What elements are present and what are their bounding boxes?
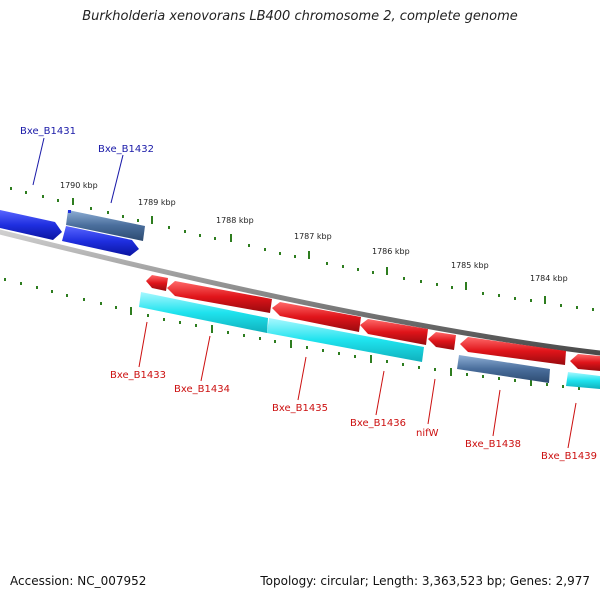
chromosome-backbone [0, 229, 600, 356]
ruler-label-1790: 1790 kbp [60, 181, 98, 190]
label-nifw: nifW [416, 428, 439, 439]
ruler-label-1788: 1788 kbp [216, 216, 254, 225]
gene-bxe-b1431[interactable] [0, 210, 62, 240]
label-bxe-b1432: Bxe_B1432 [98, 144, 154, 155]
label-bxe-b1438: Bxe_B1438 [465, 439, 521, 450]
label-bxe-b1435: Bxe_B1435 [272, 403, 328, 414]
gene-bxe-b1432[interactable] [62, 226, 139, 256]
gene-bxe-b1435[interactable] [272, 302, 361, 332]
gene-nifw[interactable] [428, 332, 456, 350]
label-leaders [32, 137, 577, 449]
ruler-labels: 1790 kbp 1789 kbp 1788 kbp 1787 kbp 1786… [60, 181, 568, 283]
forward-features [0, 210, 145, 256]
gene-bxe-b1434[interactable] [167, 281, 272, 313]
ruler-label-1786: 1786 kbp [372, 247, 410, 256]
cds-bxe-b1439[interactable] [566, 372, 600, 389]
label-bxe-b1439: Bxe_B1439 [541, 451, 597, 462]
accession-text: Accession: NC_007952 [10, 574, 147, 588]
cds-bxe-b1432[interactable] [66, 210, 145, 241]
reverse-features [139, 275, 600, 389]
label-bxe-b1433: Bxe_B1433 [110, 370, 166, 381]
gene-bxe-b1436[interactable] [360, 319, 428, 345]
gene-bxe-b1438[interactable] [460, 337, 566, 365]
label-bxe-b1431: Bxe_B1431 [20, 126, 76, 137]
outer-ruler [10, 187, 594, 311]
ruler-label-1784: 1784 kbp [530, 274, 568, 283]
gene-bxe-b1433[interactable] [146, 275, 168, 291]
gene-labels: Bxe_B1431 Bxe_B1432 Bxe_B1433 Bxe_B1434 … [20, 126, 597, 462]
label-bxe-b1434: Bxe_B1434 [174, 384, 230, 395]
gene-bxe-b1439[interactable] [570, 354, 600, 371]
ruler-label-1785: 1785 kbp [451, 261, 489, 270]
ruler-label-1789: 1789 kbp [138, 198, 176, 207]
topology-text: Topology: circular; Length: 3,363,523 bp… [260, 574, 590, 588]
map-title: Burkholderia xenovorans LB400 chromosome… [82, 9, 518, 24]
cds-bxe-b1432-top [68, 210, 71, 213]
ruler-label-1787: 1787 kbp [294, 232, 332, 241]
cds-bxe-b1438[interactable] [457, 355, 550, 383]
label-bxe-b1436: Bxe_B1436 [350, 418, 406, 429]
cds-bxe-b1433-1434[interactable] [139, 292, 268, 333]
cds-bxe-b1435-1436[interactable] [267, 318, 424, 362]
inner-ruler [4, 278, 580, 390]
